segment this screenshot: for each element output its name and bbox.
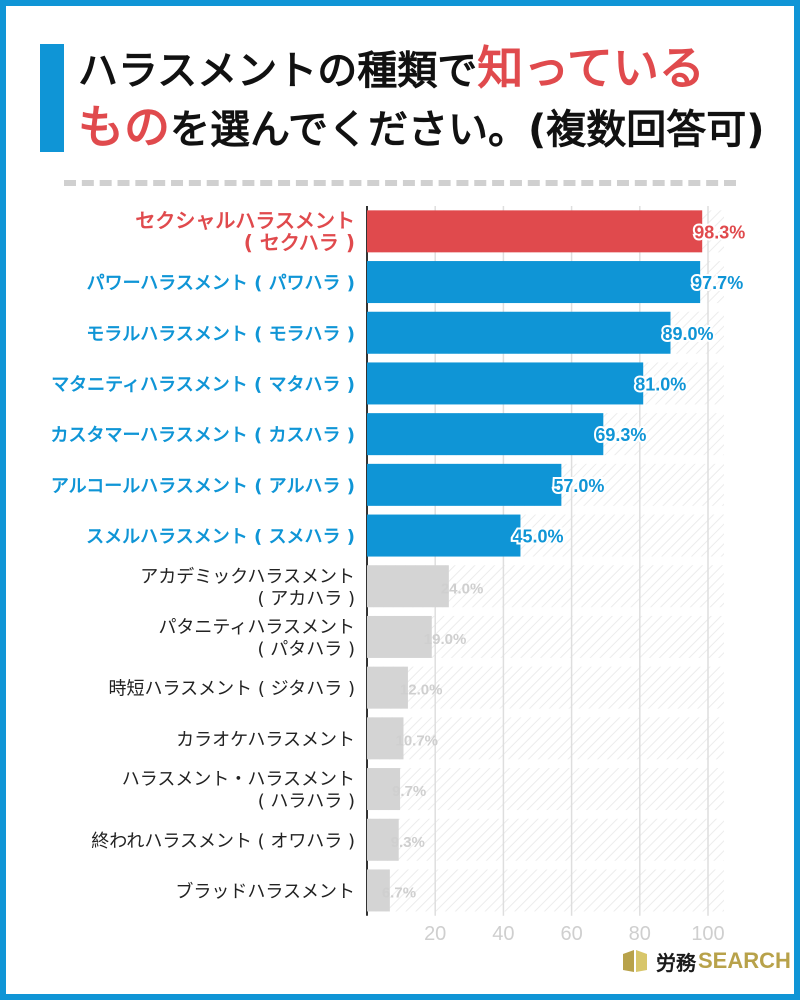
value-label: 69.3% xyxy=(595,425,646,445)
category-label: 時短ハラスメント ( ジタハラ ) xyxy=(109,679,356,700)
bar xyxy=(367,768,401,811)
bar xyxy=(367,869,390,912)
value-label: 9.7% xyxy=(392,783,426,800)
bar xyxy=(367,565,449,608)
chart-title: ハラスメントの種類で知っている ものを選んでください。(複数回答可) xyxy=(78,40,778,158)
category-label: ( アカハラ ) xyxy=(258,588,356,609)
x-tick-label: 100 xyxy=(691,923,724,945)
title-part1: ハラスメントの種類で xyxy=(78,48,478,94)
book-icon xyxy=(623,950,647,972)
bar xyxy=(367,413,604,456)
bar xyxy=(367,818,399,861)
value-label: 9.3% xyxy=(391,834,425,851)
row-background xyxy=(367,666,724,709)
bar xyxy=(367,514,521,557)
bar xyxy=(367,210,703,253)
value-label: 81.0% xyxy=(635,374,686,394)
category-label: アカデミックハラスメント xyxy=(140,566,355,587)
row-background xyxy=(367,717,724,760)
dashed-divider xyxy=(64,180,736,186)
category-label: スメルハラスメント ( スメハラ ) xyxy=(86,527,355,548)
category-label: アルコールハラスメント ( アルハラ ) xyxy=(51,476,355,497)
logo-jp: 労務 xyxy=(656,950,696,975)
category-label: 終われハラスメント ( オワハラ ) xyxy=(91,831,355,852)
category-label: カスタマーハラスメント ( カスハラ ) xyxy=(50,425,355,446)
bar xyxy=(367,463,562,506)
value-label: 57.0% xyxy=(553,476,604,496)
bar xyxy=(367,717,404,760)
category-label: ( ハラハラ ) xyxy=(258,791,355,812)
logo: 労務 SEARCH xyxy=(622,946,791,976)
title-highlight2: もの xyxy=(78,100,170,154)
title-part2: を選んでください。(複数回答可) xyxy=(170,107,765,153)
value-label: 89.0% xyxy=(662,324,713,344)
category-label: ハラスメント・ハラスメント xyxy=(122,769,355,790)
category-label: モラルハラスメント ( モラハラ ) xyxy=(86,324,355,345)
value-label: 10.7% xyxy=(395,732,438,749)
bar xyxy=(367,362,644,405)
row-background xyxy=(367,818,724,861)
bar xyxy=(367,261,701,304)
category-label: ( セクハラ ) xyxy=(244,230,355,254)
x-tick-label: 80 xyxy=(629,923,651,945)
value-label: 6.7% xyxy=(382,884,416,901)
title-accent-bar xyxy=(40,44,64,152)
value-label: 98.3% xyxy=(694,222,745,242)
value-label: 97.7% xyxy=(692,273,743,293)
bar xyxy=(367,311,671,354)
title-highlight1: 知っている xyxy=(477,41,705,95)
row-background xyxy=(367,768,724,811)
value-label: 45.0% xyxy=(512,527,563,547)
bar xyxy=(367,666,408,709)
category-label: ( パタハラ ) xyxy=(258,639,356,660)
bar xyxy=(367,615,432,658)
category-label: パワーハラスメント ( パワハラ ) xyxy=(87,273,355,294)
category-label: ブラッドハラスメント xyxy=(175,880,355,902)
value-label: 12.0% xyxy=(400,682,443,699)
x-tick-label: 20 xyxy=(424,923,446,945)
row-background xyxy=(367,869,724,912)
x-tick-label: 40 xyxy=(492,923,514,945)
category-label: カラオケハラスメント xyxy=(176,729,355,750)
x-tick-label: 60 xyxy=(560,923,582,945)
value-label: 24.0% xyxy=(441,580,484,597)
category-label: セクシャルハラスメント xyxy=(135,208,355,232)
value-label: 19.0% xyxy=(424,631,467,648)
category-label: マタニティハラスメント ( マタハラ ) xyxy=(51,374,355,395)
category-label: パタニティハラスメント xyxy=(158,617,355,638)
logo-en: SEARCH xyxy=(698,948,791,973)
